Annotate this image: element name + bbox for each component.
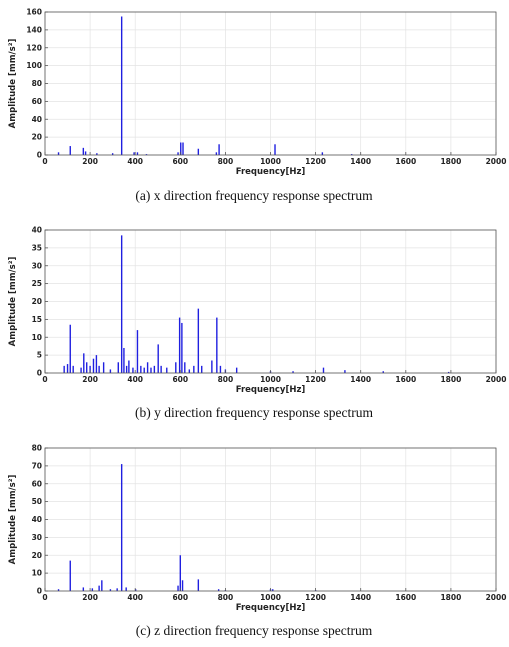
- y-tick-label: 140: [26, 25, 42, 34]
- x-tick-label: 600: [172, 593, 188, 602]
- x-tick-label: 1400: [350, 593, 371, 602]
- y-tick-label: 160: [26, 8, 42, 17]
- x-tick-label: 600: [172, 157, 188, 166]
- x-tick-label: 1200: [305, 157, 326, 166]
- y-tick-label: 50: [32, 497, 42, 506]
- x-tick-label: 800: [218, 593, 234, 602]
- x-tick-label: 1800: [440, 157, 461, 166]
- y-tick-label: 40: [32, 115, 42, 124]
- y-tick-label: 20: [32, 551, 42, 560]
- y-axis-label: Amplitude [mm/s²]: [8, 475, 18, 565]
- y-tick-label: 30: [32, 533, 42, 542]
- y-tick-label: 10: [32, 569, 42, 578]
- x-tick-label: 1600: [395, 593, 416, 602]
- y-tick-label: 35: [32, 243, 42, 252]
- x-tick-label: 2000: [486, 593, 507, 602]
- figure-caption: (b) y direction frequency response spect…: [135, 405, 374, 420]
- y-tick-label: 100: [26, 61, 42, 70]
- y-axis-label: Amplitude [mm/s²]: [8, 257, 18, 347]
- x-tick-label: 600: [172, 375, 188, 384]
- y-tick-label: 40: [32, 515, 42, 524]
- x-tick-label: 0: [42, 593, 47, 602]
- y-tick-label: 60: [32, 479, 42, 488]
- x-tick-label: 1200: [305, 593, 326, 602]
- figure-caption: (a) x direction frequency response spect…: [135, 188, 373, 203]
- x-tick-label: 2000: [486, 157, 507, 166]
- x-tick-label: 200: [82, 375, 98, 384]
- x-tick-label: 1000: [260, 375, 281, 384]
- x-tick-label: 0: [42, 375, 47, 384]
- x-tick-label: 1600: [395, 375, 416, 384]
- x-tick-label: 1600: [395, 157, 416, 166]
- x-tick-label: 400: [127, 593, 143, 602]
- y-tick-label: 0: [37, 587, 42, 596]
- y-tick-label: 25: [32, 279, 42, 288]
- x-tick-label: 800: [218, 375, 234, 384]
- y-tick-label: 60: [32, 97, 42, 106]
- y-tick-label: 0: [37, 369, 42, 378]
- x-tick-label: 1800: [440, 593, 461, 602]
- figure-caption: (c) z direction frequency response spect…: [136, 623, 373, 638]
- y-tick-label: 70: [32, 461, 42, 470]
- x-tick-label: 1200: [305, 375, 326, 384]
- y-tick-label: 120: [26, 43, 42, 52]
- y-tick-label: 80: [32, 444, 42, 453]
- x-tick-label: 2000: [486, 375, 507, 384]
- y-tick-label: 10: [32, 333, 42, 342]
- y-tick-label: 30: [32, 261, 42, 270]
- y-tick-label: 5: [37, 351, 42, 360]
- x-axis-label: Frequency[Hz]: [236, 167, 306, 177]
- x-tick-label: 200: [82, 593, 98, 602]
- y-tick-label: 20: [32, 297, 42, 306]
- x-tick-label: 1000: [260, 593, 281, 602]
- y-tick-label: 0: [37, 151, 42, 160]
- x-tick-label: 1800: [440, 375, 461, 384]
- x-tick-label: 1400: [350, 375, 371, 384]
- x-tick-label: 400: [127, 375, 143, 384]
- y-tick-label: 80: [32, 79, 42, 88]
- x-tick-label: 200: [82, 157, 98, 166]
- x-tick-label: 1400: [350, 157, 371, 166]
- x-axis-label: Frequency[Hz]: [236, 603, 306, 613]
- y-tick-label: 15: [32, 315, 42, 324]
- x-tick-label: 0: [42, 157, 47, 166]
- y-axis-label: Amplitude [mm/s²]: [8, 39, 18, 129]
- x-tick-label: 1000: [260, 157, 281, 166]
- x-tick-label: 400: [127, 157, 143, 166]
- y-tick-label: 40: [32, 226, 42, 235]
- x-axis-label: Frequency[Hz]: [236, 385, 306, 395]
- y-tick-label: 20: [32, 133, 42, 142]
- x-tick-label: 800: [218, 157, 234, 166]
